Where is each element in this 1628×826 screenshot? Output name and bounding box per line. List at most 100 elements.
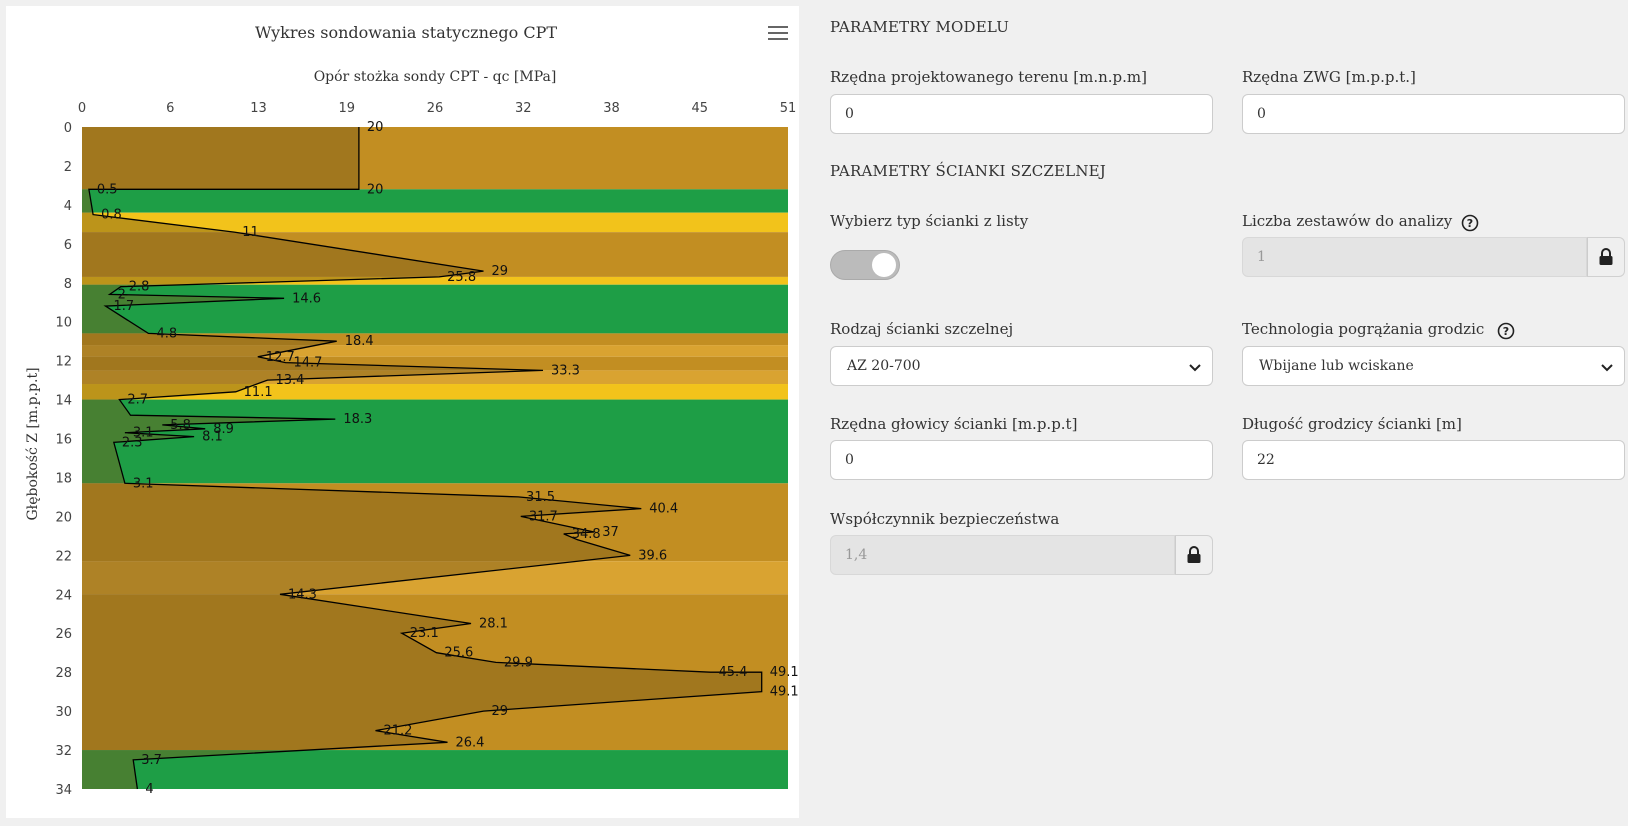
sets-label: Liczba zestawów do analizy [1242,212,1453,230]
data-label: 26.4 [455,735,484,750]
length-label: Długość grodzicy ścianki [m] [1242,415,1462,433]
data-labels: 20 20 0.5 0.8 11 29 25.8 2.82 14.6 1.7 4.8 18.4 12.7… [97,120,799,797]
lock-icon [1187,546,1201,563]
y-tick-label: 32 [55,744,72,759]
data-label: 4.8 [156,326,177,341]
data-label: 31.5 [526,490,555,505]
y-tick-label: 22 [55,549,72,564]
y-tick-label: 10 [55,316,72,331]
question-circle-icon[interactable]: ? [1461,214,1479,232]
toggle-knob [872,253,896,277]
sets-lock [1587,237,1625,277]
data-label: 45.4 [718,665,747,680]
y-tick-label: 34 [55,783,72,798]
chevron-down-icon [1189,364,1201,372]
x-tick-label: 13 [250,101,267,116]
data-label: 1.7 [114,299,135,314]
safety-lock [1175,535,1213,575]
x-tick-label: 45 [691,101,708,116]
soil-layers [82,127,788,789]
data-label: 11 [242,225,259,240]
wall-type-label: Rodzaj ścianki szczelnej [830,320,1014,338]
data-label: 21.2 [383,724,412,739]
data-label: 3.1 [133,426,154,441]
data-label: 3.1 [133,476,154,491]
soil-layer-band [82,399,788,484]
y-tick-label: 16 [55,433,72,448]
data-label: 20 [367,120,384,135]
x-axis-title: Opór stożka sondy CPT - qc [MPa] [314,69,557,85]
soil-layer-band [82,333,788,346]
cpt-chart: Wykres sondowania statycznego CPT Opór s… [25,23,799,798]
data-label: 23.1 [410,626,439,641]
data-label: 28.1 [479,617,508,632]
soil-layer-band [82,561,788,595]
soil-layer-band [82,232,788,277]
safety-input: 1,4 [830,535,1175,575]
x-tick-label: 51 [780,101,797,116]
data-label: 8.1 [202,430,223,445]
tech-value: Wbijane lub wciskane [1259,358,1414,374]
data-label: 39.6 [638,548,667,563]
data-label: 14.6 [292,291,321,306]
y-tick-label: 24 [55,588,72,603]
zwg-input[interactable]: 0 [1242,94,1625,134]
safety-label: Współczynnik bezpieczeństwa [830,510,1060,528]
y-tick-label: 20 [55,510,72,525]
soil-layer-band [82,594,788,751]
data-label: 13.4 [275,373,304,388]
y-tick-label: 26 [55,627,72,642]
menu-bar [768,26,788,28]
soil-layer-band [82,276,788,285]
data-label: 29.9 [504,655,533,670]
soil-layer-band [82,345,788,357]
qc-line [88,127,763,790]
length-input[interactable]: 22 [1242,440,1625,480]
x-tick-label: 6 [166,101,174,116]
section-model-title: PARAMETRY MODELU [830,18,1010,36]
data-label: 3.7 [141,753,162,768]
x-tick-label: 0 [78,101,86,116]
tech-select[interactable]: Wbijane lub wciskane [1242,346,1625,386]
data-label: 8.9 [213,422,234,437]
soil-layer-band [82,356,788,371]
x-tick-label: 32 [515,101,532,116]
y-tick-label: 4 [64,199,72,214]
wall-type-select[interactable]: AZ 20-700 [830,346,1213,386]
data-label: 31.7 [529,509,558,524]
menu-bar [768,38,788,40]
wall-type-value: AZ 20-700 [847,358,921,374]
data-label: 49.1 [770,685,799,700]
data-label: 2.7 [127,393,148,408]
soil-layer-band [82,212,788,233]
data-label: 2.3 [122,435,143,450]
hamburger-menu-icon[interactable] [768,26,788,42]
choose-type-toggle[interactable] [830,250,900,280]
soil-layer-band [82,284,788,334]
x-tick-label: 26 [427,101,444,116]
terrain-label: Rzędna projektowanego terenu [m.n.p.m] [830,68,1148,86]
question-circle-icon[interactable]: ? [1497,322,1515,340]
qc-fill [82,127,763,790]
data-label: 29 [491,264,508,279]
chart-title: Wykres sondowania statycznego CPT [255,23,557,42]
data-label: 18.3 [343,412,372,427]
soil-layer-band [82,127,788,190]
data-label: 14.7 [293,356,322,371]
chevron-down-icon [1601,364,1613,372]
y-tick-label: 6 [64,238,72,253]
svg-text:?: ? [1503,325,1509,338]
data-label: 34.8 [572,527,601,542]
head-input[interactable]: 0 [830,440,1213,480]
data-label: 4 [145,782,153,797]
terrain-input[interactable]: 0 [830,94,1213,134]
y-tick-label: 2 [64,160,72,175]
data-label: 49.1 [770,665,799,680]
y-tick-label: 30 [55,705,72,720]
menu-bar [768,32,788,34]
data-label: 33.3 [551,363,580,378]
data-label: 0.8 [101,208,122,223]
y-tick-label: 0 [64,121,72,136]
soil-layer-band [82,384,788,400]
